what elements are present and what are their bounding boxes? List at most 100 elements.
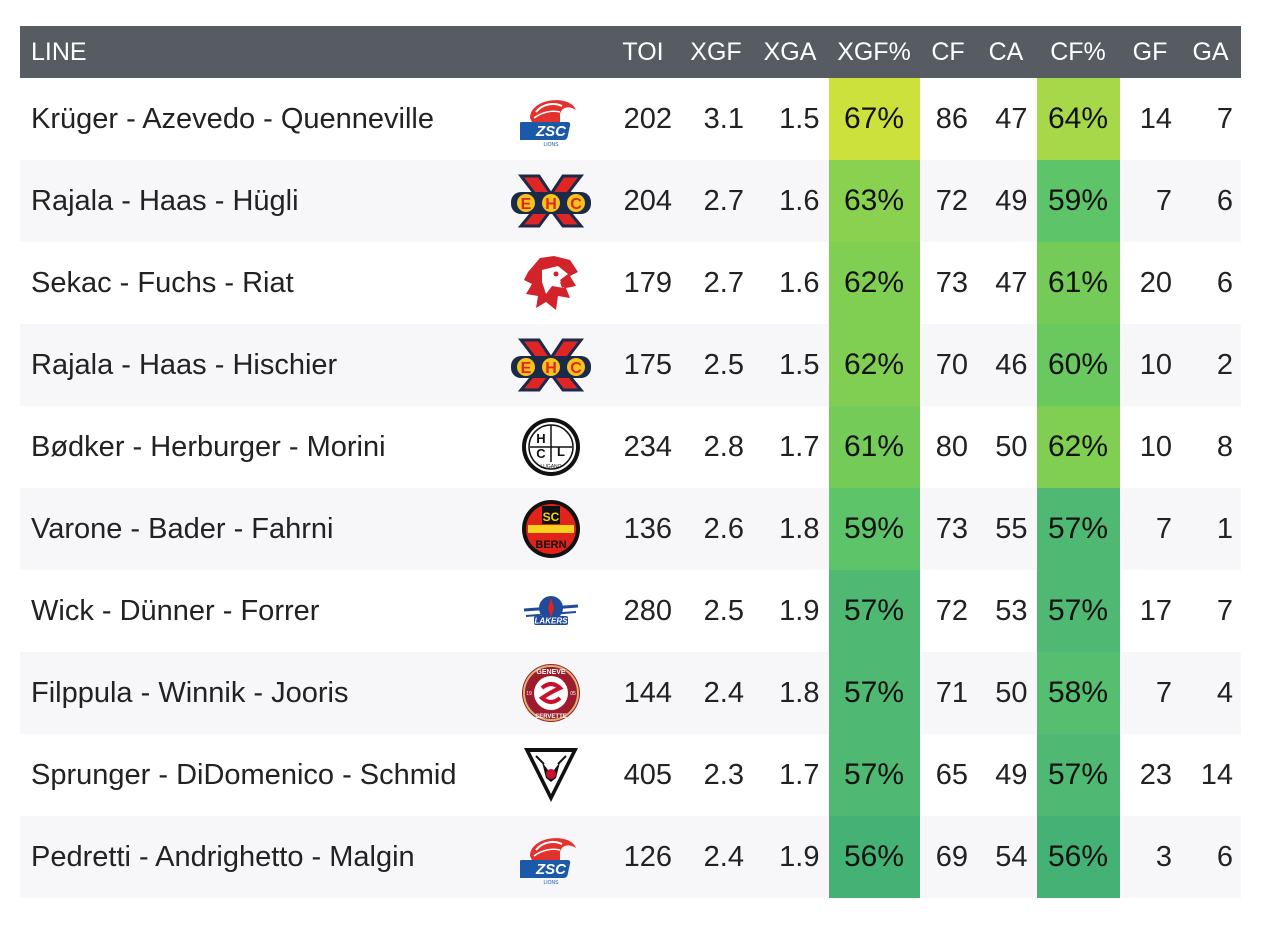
rapperswil-lakers-logo: LAKERS: [496, 570, 606, 652]
ga-cell: 6: [1216, 840, 1233, 873]
svg-text:H: H: [545, 360, 557, 377]
column-header-ga[interactable]: GA: [1192, 37, 1229, 66]
table-row[interactable]: Sprunger - DiDomenico - Schmid 405 2.3 1.7…: [20, 734, 1241, 816]
table-row[interactable]: Wick - Dünner - Forrer LAKERS 280 2.5 1.9 5…: [20, 570, 1241, 652]
xgf-cell: 2.7: [703, 266, 744, 299]
cf-cell: 72: [935, 184, 968, 217]
cf-cell: 70: [935, 348, 968, 381]
xgf-pct-cell: 63%: [827, 160, 921, 242]
ga-cell: 1: [1216, 512, 1233, 545]
svg-text:LIONS: LIONS: [543, 880, 559, 886]
column-header-xga[interactable]: XGA: [763, 37, 817, 66]
svg-text:SC: SC: [543, 510, 560, 524]
svg-text:C: C: [570, 196, 582, 213]
cf-cell: 73: [935, 266, 968, 299]
svg-text:SERVETTE: SERVETTE: [535, 714, 567, 720]
xgf-cell: 2.5: [703, 594, 744, 627]
gf-cell: 10: [1139, 430, 1172, 463]
cf-pct-cell: 57%: [1035, 570, 1121, 652]
toi-cell: 136: [623, 512, 672, 545]
gf-cell: 14: [1139, 102, 1172, 135]
svg-text:C: C: [570, 360, 582, 377]
cf-pct-cell: 57%: [1035, 734, 1121, 816]
ca-cell: 47: [995, 266, 1028, 299]
xga-cell: 1.7: [779, 758, 820, 791]
cf-cell: 65: [935, 758, 968, 791]
xgf-pct-cell: 59%: [827, 488, 921, 570]
column-header-cf-pct[interactable]: CF%: [1050, 37, 1106, 66]
line-name-cell: Rajala - Haas - Hischier: [31, 348, 338, 381]
table-row[interactable]: Rajala - Haas - Hügli E H C 204 2.7 1.6 63%…: [20, 160, 1241, 242]
cf-pct-cell: 57%: [1035, 488, 1121, 570]
toi-cell: 234: [623, 430, 672, 463]
xga-cell: 1.5: [779, 102, 820, 135]
svg-text:LIONS: LIONS: [543, 142, 559, 148]
table-row[interactable]: Varone - Bader - Fahrni SC BERN 136 2.6 1.…: [20, 488, 1241, 570]
gf-cell: 20: [1139, 266, 1172, 299]
xga-cell: 1.5: [779, 348, 820, 381]
toi-cell: 202: [623, 102, 672, 135]
column-header-ca[interactable]: CA: [988, 37, 1024, 66]
svg-text:C: C: [536, 446, 546, 461]
table-row[interactable]: Sekac - Fuchs - Riat 179 2.7 1.6 62% 73 47 61%…: [20, 242, 1241, 324]
cf-pct-cell: 62%: [1035, 406, 1121, 488]
xgf-cell: 2.6: [703, 512, 744, 545]
svg-text:BERN: BERN: [535, 539, 566, 551]
xgf-pct-cell: 62%: [827, 324, 921, 406]
column-header-cf[interactable]: CF: [931, 37, 965, 66]
ga-cell: 4: [1216, 676, 1233, 709]
gf-cell: 17: [1139, 594, 1172, 627]
ca-cell: 47: [995, 102, 1028, 135]
xgf-cell: 2.5: [703, 348, 744, 381]
line-name-cell: Bødker - Herburger - Morini: [31, 430, 386, 463]
xga-cell: 1.9: [779, 840, 820, 873]
ca-cell: 53: [995, 594, 1028, 627]
column-header-line[interactable]: LINE: [31, 37, 87, 66]
column-header-gf[interactable]: GF: [1132, 37, 1168, 66]
toi-cell: 405: [623, 758, 672, 791]
xgf-pct-cell: 67%: [827, 78, 921, 160]
xgf-pct-cell: 62%: [827, 242, 921, 324]
line-name-cell: Filppula - Winnik - Jooris: [31, 676, 349, 709]
table-row[interactable]: Filppula - Winnik - Jooris GENEVE SERVET…: [20, 652, 1241, 734]
line-name-cell: Wick - Dünner - Forrer: [31, 594, 320, 627]
column-header-xgf-pct[interactable]: XGF%: [837, 37, 911, 66]
table-row[interactable]: Bødker - Herburger - Morini H L C LUGANO…: [20, 406, 1241, 488]
line-name-cell: Rajala - Haas - Hügli: [31, 184, 299, 217]
svg-text:LUGANO: LUGANO: [540, 464, 561, 470]
svg-text:19: 19: [526, 691, 532, 697]
svg-text:ZSC: ZSC: [535, 861, 567, 878]
table-row[interactable]: Krüger - Azevedo - Quenneville ZSC LIONS…: [20, 78, 1241, 160]
svg-text:H: H: [536, 431, 545, 446]
gf-cell: 7: [1155, 676, 1172, 709]
column-header-xgf[interactable]: XGF: [690, 37, 742, 66]
column-header-toi[interactable]: TOI: [622, 37, 664, 66]
cf-pct-cell: 58%: [1035, 652, 1121, 734]
zsc-lions-logo: ZSC LIONS: [496, 816, 606, 898]
xgf-pct-cell: 56%: [827, 816, 921, 898]
xgf-cell: 2.4: [703, 676, 744, 709]
lausanne-hc-logo: [496, 242, 606, 324]
gf-cell: 10: [1139, 348, 1172, 381]
gf-cell: 7: [1155, 184, 1172, 217]
gf-cell: 7: [1155, 512, 1172, 545]
line-name-cell: Varone - Bader - Fahrni: [31, 512, 334, 545]
cf-cell: 80: [935, 430, 968, 463]
gf-cell: 23: [1139, 758, 1172, 791]
table-body: Krüger - Azevedo - Quenneville ZSC LIONS…: [20, 78, 1241, 898]
line-name-cell: Pedretti - Andrighetto - Malgin: [31, 840, 415, 873]
toi-cell: 204: [623, 184, 672, 217]
ga-cell: 6: [1216, 184, 1233, 217]
xgf-pct-cell: 57%: [827, 570, 921, 652]
line-name-cell: Krüger - Azevedo - Quenneville: [31, 102, 434, 135]
xgf-pct-cell: 57%: [827, 652, 921, 734]
hc-lugano-logo: H L C LUGANO: [496, 406, 606, 488]
table-header-row: LINE TOI XGF XGA XGF% CF CA CF% GF GA: [20, 26, 1241, 78]
cf-cell: 73: [935, 512, 968, 545]
xga-cell: 1.6: [779, 266, 820, 299]
zsc-lions-logo: ZSC LIONS: [496, 78, 606, 160]
cf-cell: 86: [935, 102, 968, 135]
table-row[interactable]: Pedretti - Andrighetto - Malgin ZSC LION…: [20, 816, 1241, 898]
xga-cell: 1.8: [779, 676, 820, 709]
table-row[interactable]: Rajala - Haas - Hischier E H C 175 2.5 1.5…: [20, 324, 1241, 406]
